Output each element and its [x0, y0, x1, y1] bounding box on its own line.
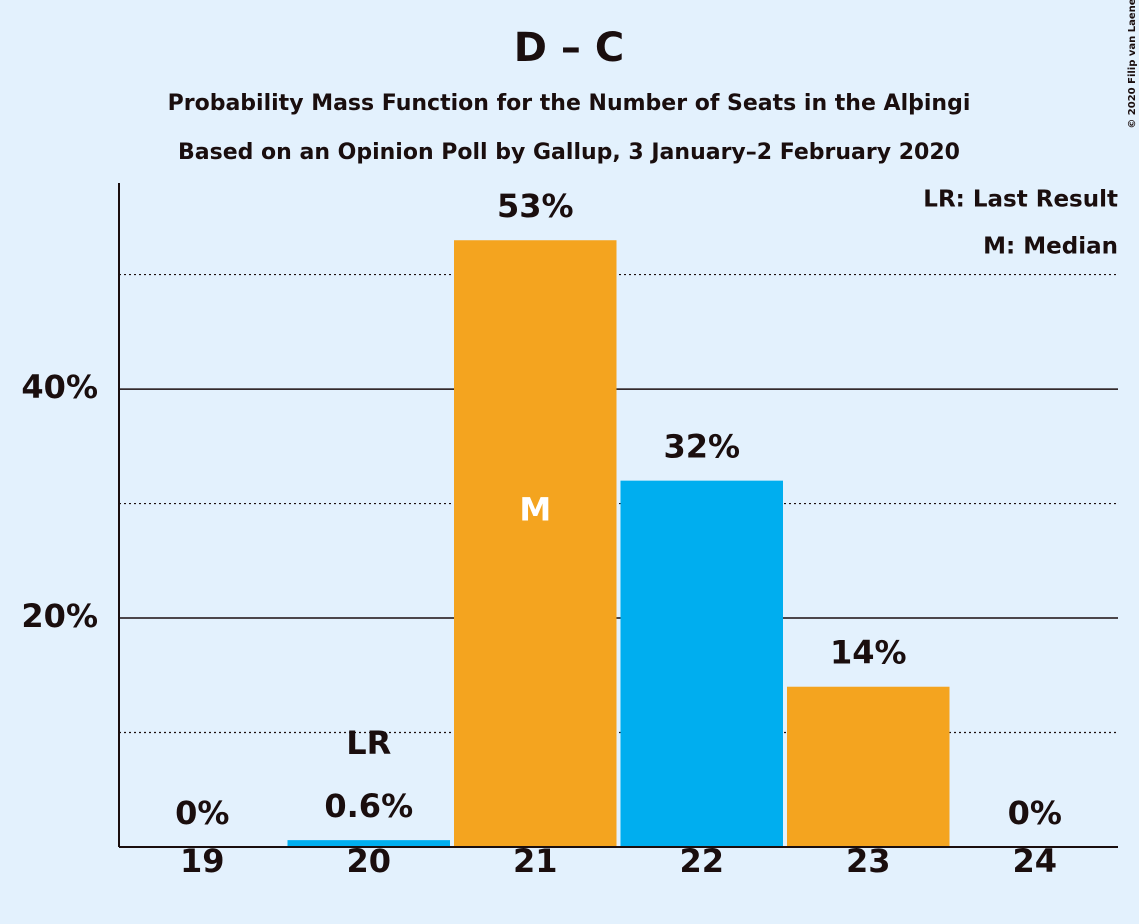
- value-label: 53%: [497, 187, 574, 225]
- x-tick-label: 21: [513, 842, 558, 880]
- chart-subtitle: Based on an Opinion Poll by Gallup, 3 Ja…: [178, 140, 960, 165]
- value-label: 0%: [1008, 794, 1062, 832]
- last-result-label: LR: [346, 724, 391, 762]
- value-label: 14%: [830, 634, 907, 672]
- x-tick-label: 19: [180, 842, 225, 880]
- x-tick-label: 22: [679, 842, 724, 880]
- x-tick-label: 24: [1012, 842, 1057, 880]
- legend-entry: M: Median: [983, 234, 1118, 260]
- bar: [787, 686, 950, 847]
- bar: [287, 840, 450, 847]
- median-label: M: [519, 491, 551, 529]
- value-label: 0%: [175, 794, 229, 832]
- bar: [454, 240, 617, 847]
- y-tick-label: 20%: [21, 597, 98, 635]
- value-label: 32%: [663, 428, 740, 466]
- x-tick-label: 23: [846, 842, 891, 880]
- chart-subtitle: Probability Mass Function for the Number…: [168, 91, 971, 116]
- chart-title: D – C: [514, 25, 624, 71]
- legend-entry: LR: Last Result: [923, 187, 1118, 213]
- bar: [620, 480, 783, 847]
- x-tick-label: 20: [346, 842, 391, 880]
- copyright: © 2020 Filip van Laenen: [1127, 0, 1138, 129]
- y-tick-label: 40%: [21, 368, 98, 406]
- value-label: 0.6%: [324, 787, 413, 825]
